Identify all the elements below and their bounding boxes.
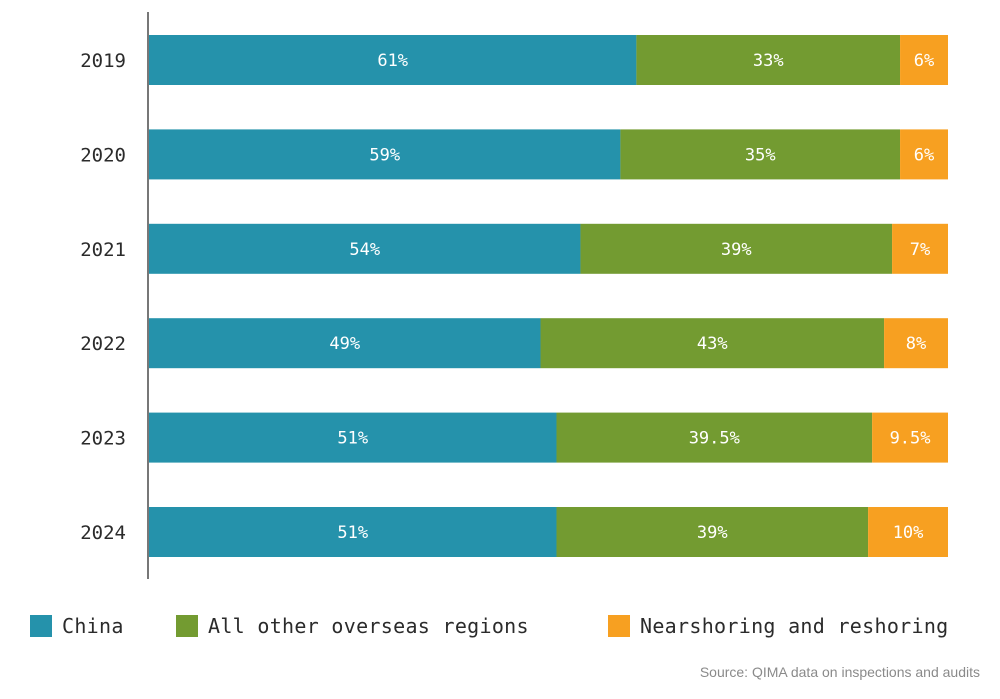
y-tick-label-2023: 2023: [80, 428, 126, 450]
y-tick-label-2019: 2019: [80, 50, 126, 72]
legend-swatch-china: [30, 615, 52, 637]
bar-china-2020: [149, 129, 621, 180]
legend-item-china: China: [30, 614, 124, 638]
bar-all-other-overseas-regions-2021: [580, 223, 893, 274]
data-label-nearshoring-and-reshoring-2023: 9.5%: [890, 429, 931, 449]
data-label-nearshoring-and-reshoring-2022: 8%: [906, 334, 926, 354]
bar-all-other-overseas-regions-2020: [620, 129, 901, 180]
bar-all-other-overseas-regions-2023: [556, 412, 873, 463]
y-tick-label-2022: 2022: [80, 333, 126, 355]
data-label-all-other-overseas-regions-2019: 33%: [753, 51, 784, 71]
data-label-china-2023: 51%: [337, 429, 368, 449]
bar-china-2019: [149, 35, 637, 85]
data-label-nearshoring-and-reshoring-2020: 6%: [914, 145, 934, 165]
bar-all-other-overseas-regions-2022: [540, 318, 885, 369]
legend-swatch-near: [608, 615, 630, 637]
bar-nearshoring-and-reshoring-2019: [900, 35, 948, 85]
data-label-china-2021: 54%: [349, 240, 380, 260]
data-label-nearshoring-and-reshoring-2021: 7%: [910, 240, 930, 260]
bars-group: 61% 33% 6% 59% 35% 6% 54% 39% 7% 49% 43% 8% 51% 39.5%…: [149, 35, 948, 557]
legend-item-near: Nearshoring and reshoring: [608, 614, 949, 638]
bar-nearshoring-and-reshoring-2023: [872, 412, 948, 463]
legend-label-near: Nearshoring and reshoring: [640, 614, 949, 638]
y-tick-label-2020: 2020: [80, 144, 126, 166]
source-note: Source: QIMA data on inspections and aud…: [699, 664, 980, 680]
data-label-all-other-overseas-regions-2021: 39%: [721, 240, 752, 260]
y-tick-label-2021: 2021: [80, 239, 126, 261]
bar-nearshoring-and-reshoring-2022: [884, 318, 948, 369]
data-label-china-2020: 59%: [369, 145, 400, 165]
legend-item-other: All other overseas regions: [176, 614, 529, 638]
bar-nearshoring-and-reshoring-2021: [892, 223, 948, 274]
stacked-bar-chart: 61% 33% 6% 59% 35% 6% 54% 39% 7% 49% 43% 8% 51% 39.5%…: [80, 12, 948, 579]
bar-china-2023: [149, 412, 557, 463]
bar-china-2022: [149, 318, 541, 369]
bar-all-other-overseas-regions-2019: [636, 35, 901, 85]
y-tick-label-2024: 2024: [80, 522, 126, 544]
bar-all-other-overseas-regions-2024: [556, 507, 869, 557]
legend-label-china: China: [62, 614, 124, 638]
y-axis-labels: 2019 2020 2021 2022 2023 2024: [80, 50, 126, 544]
data-label-china-2024: 51%: [337, 523, 368, 543]
data-label-china-2019: 61%: [377, 51, 408, 71]
data-label-all-other-overseas-regions-2023: 39.5%: [689, 429, 740, 449]
data-label-all-other-overseas-regions-2020: 35%: [745, 145, 776, 165]
legend-swatch-other: [176, 615, 198, 637]
data-label-nearshoring-and-reshoring-2019: 6%: [914, 51, 934, 71]
data-label-all-other-overseas-regions-2024: 39%: [697, 523, 728, 543]
bar-china-2024: [149, 507, 557, 557]
data-label-nearshoring-and-reshoring-2024: 10%: [893, 523, 924, 543]
bar-nearshoring-and-reshoring-2024: [868, 507, 948, 557]
legend-label-other: All other overseas regions: [208, 614, 529, 638]
data-label-china-2022: 49%: [329, 334, 360, 354]
data-label-all-other-overseas-regions-2022: 43%: [697, 334, 728, 354]
bar-china-2021: [149, 223, 581, 274]
legend: China All other overseas regions Nearsho…: [0, 614, 1000, 644]
bar-nearshoring-and-reshoring-2020: [900, 129, 948, 180]
